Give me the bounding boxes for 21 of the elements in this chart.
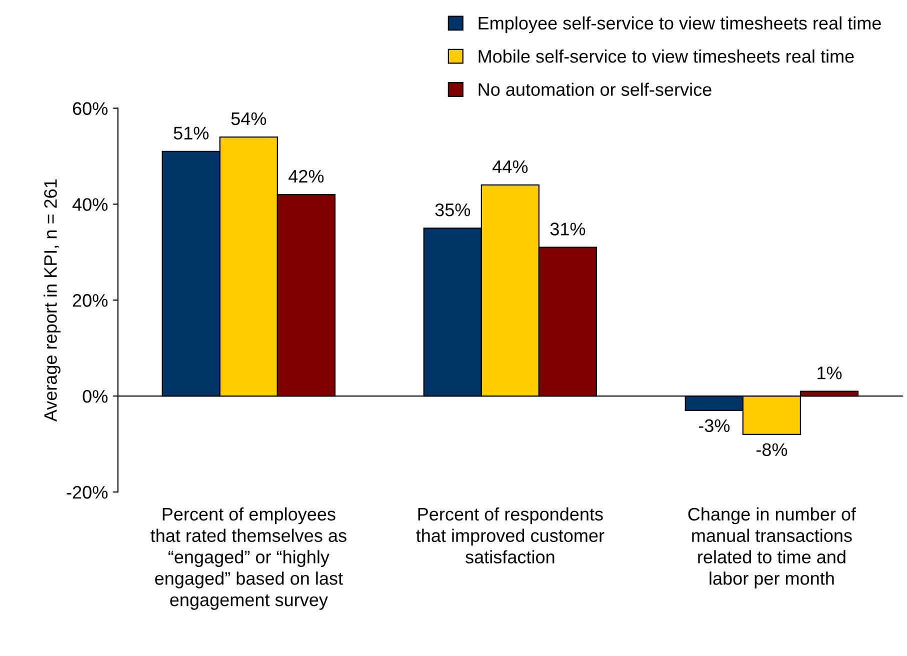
y-tick-label: 40% bbox=[72, 198, 108, 211]
y-tick-label: -20% bbox=[66, 486, 108, 499]
data-label: 54% bbox=[231, 112, 266, 126]
y-axis-title: Average report in KPI, n = 261 bbox=[44, 179, 60, 422]
y-tick-label: 20% bbox=[72, 294, 108, 307]
data-label: -8% bbox=[756, 443, 788, 456]
data-label: 51% bbox=[174, 126, 209, 140]
data-label: 31% bbox=[550, 222, 586, 236]
x-tick-label: Percent of respondents that improved customer satisfaction bbox=[416, 507, 604, 564]
data-label: 44% bbox=[492, 160, 528, 174]
legend-label: Mobile self-service to view timesheets real time bbox=[478, 50, 854, 63]
data-label: -3% bbox=[698, 419, 730, 432]
data-label: 35% bbox=[435, 203, 470, 216]
x-tick-label: Percent of employees that rated themselves as “engaged” or “highly engaged” based on last engagement survey bbox=[150, 507, 346, 610]
y-tick-label: 60% bbox=[72, 102, 108, 115]
x-tick-label: Change in number of manual transactions related to time and labor per month bbox=[688, 507, 856, 588]
data-label: 1% bbox=[818, 366, 842, 380]
legend-label: No automation or self-service bbox=[478, 82, 712, 96]
data-label: 42% bbox=[288, 170, 324, 183]
legend-label: Employee self-service to view timesheets real time bbox=[478, 16, 881, 34]
y-tick-label: 0% bbox=[82, 390, 108, 403]
